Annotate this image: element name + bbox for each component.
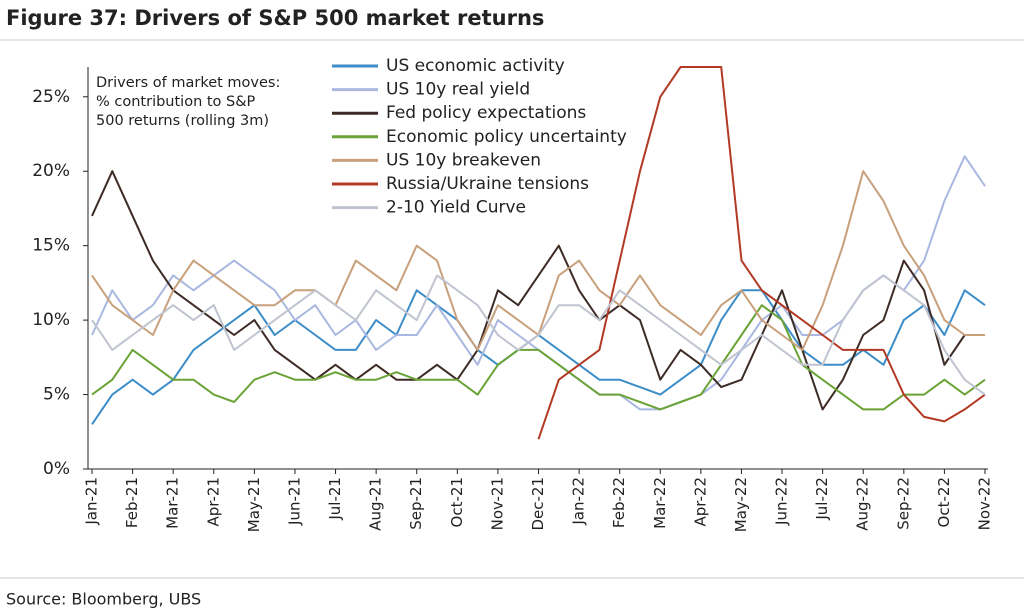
x-tick-label: Jun-22 <box>773 477 791 526</box>
annotation: % contribution to S&P <box>96 94 256 110</box>
x-tick-label: Jul-21 <box>326 477 344 521</box>
legend-label: US 10y breakeven <box>386 150 541 170</box>
x-tick-label: Mar-22 <box>651 477 669 529</box>
series-line <box>91 304 986 411</box>
x-tick-label: Jun-21 <box>285 477 303 526</box>
x-tick-label: Oct-21 <box>448 477 466 527</box>
y-tick-label: 10% <box>32 310 70 330</box>
x-tick-label: Mar-21 <box>164 477 182 529</box>
y-tick-label: 25% <box>32 87 70 107</box>
legend-label: US economic activity <box>386 56 565 76</box>
y-tick-label: 20% <box>32 161 70 181</box>
x-tick-label: May-21 <box>245 477 263 532</box>
annotation: Drivers of market moves: <box>96 75 280 91</box>
x-tick-label: Jan-22 <box>570 477 588 526</box>
legend-label: Economic policy uncertainty <box>386 127 627 147</box>
x-tick-label: Oct-22 <box>935 477 953 527</box>
x-tick-label: Aug-22 <box>854 477 872 531</box>
series-line <box>91 170 985 411</box>
y-tick-label: 15% <box>32 236 70 256</box>
annotation: 500 returns (rolling 3m) <box>96 113 269 129</box>
legend-label: Russia/Ukraine tensions <box>386 174 589 194</box>
x-tick-label: Sep-21 <box>407 477 425 530</box>
series-line <box>91 170 985 351</box>
x-tick-label: Feb-22 <box>610 477 628 528</box>
x-tick-label: May-22 <box>732 477 750 532</box>
x-tick-label: Sep-22 <box>894 477 912 530</box>
y-tick-label: 5% <box>43 385 70 405</box>
x-tick-label: Aug-21 <box>367 477 385 531</box>
series-line <box>91 289 986 425</box>
x-tick-label: Jan-21 <box>83 477 101 526</box>
legend-label: US 10y real yield <box>386 80 530 100</box>
legend-label: 2-10 Yield Curve <box>386 198 526 218</box>
x-tick-label: Nov-22 <box>976 477 994 530</box>
x-tick-label: Dec-21 <box>529 477 547 531</box>
series-line <box>91 274 986 396</box>
source: Source: Bloomberg, UBS <box>6 590 201 609</box>
chart-title: Figure 37: Drivers of S&P 500 market ret… <box>6 6 544 30</box>
series-line <box>91 155 986 411</box>
x-tick-label: Feb-21 <box>123 477 141 528</box>
y-tick-label: 0% <box>43 459 70 479</box>
legend-label: Fed policy expectations <box>386 103 586 123</box>
x-tick-label: Jul-22 <box>813 477 831 521</box>
x-tick-label: Apr-22 <box>691 477 709 527</box>
series-line <box>537 66 986 440</box>
x-tick-label: Nov-21 <box>488 477 506 530</box>
x-tick-label: Apr-21 <box>204 477 222 527</box>
